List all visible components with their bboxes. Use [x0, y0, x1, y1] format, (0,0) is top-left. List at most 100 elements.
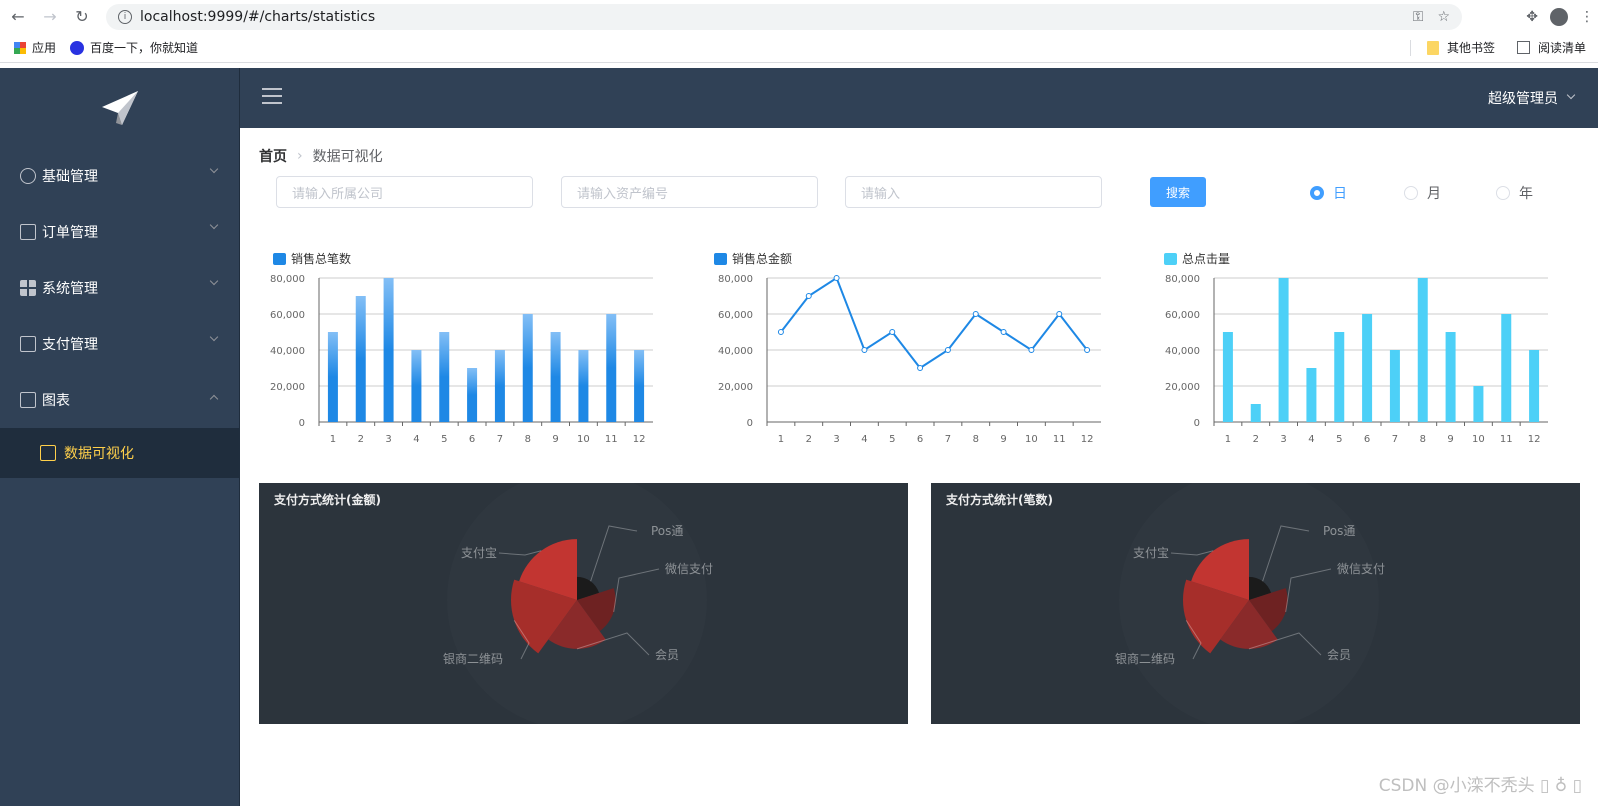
- apps-icon: [14, 41, 26, 54]
- reload-icon[interactable]: ↻: [75, 7, 89, 26]
- radio-dot: [1310, 186, 1324, 200]
- pie-slice: [577, 588, 616, 632]
- radio-label: 日: [1333, 186, 1347, 202]
- reading-list[interactable]: 阅读清单: [1537, 41, 1586, 55]
- pie-panel-count: 支付方式统计(笔数) Pos通 微信支付 会员 银商二维码 支付宝: [931, 470, 1580, 730]
- chart-icon: [40, 445, 56, 461]
- breadcrumb-current: 数据可视化: [312, 149, 383, 165]
- legend-swatch: [714, 252, 727, 265]
- slice-label: 银商二维码: [1115, 651, 1175, 666]
- data-point: [777, 329, 784, 335]
- data-point: [1028, 347, 1035, 353]
- forward-icon[interactable]: →: [43, 7, 57, 26]
- slice-label: Pos通: [1323, 524, 1355, 538]
- menu-icon[interactable]: ⋮: [1580, 9, 1594, 25]
- sidebar-item-system[interactable]: 系统管理: [0, 260, 239, 316]
- label-line: [613, 568, 660, 612]
- chevron-right-icon: ›: [297, 148, 303, 164]
- bar: [1250, 404, 1261, 422]
- x-tick-label: 4: [413, 434, 419, 445]
- radio-year[interactable]: 年: [1496, 183, 1533, 203]
- sidebar-item-orders[interactable]: 订单管理: [0, 204, 239, 260]
- calculator-icon: [20, 392, 36, 408]
- back-icon[interactable]: ←: [11, 7, 25, 26]
- key-icon[interactable]: ⚿: [1412, 9, 1424, 25]
- data-point: [1084, 347, 1091, 353]
- legend-label: 销售总笔数: [291, 252, 352, 266]
- company-input[interactable]: 请输入所属公司: [276, 176, 533, 208]
- label-line: [1185, 620, 1202, 660]
- search-button[interactable]: 搜索: [1150, 177, 1206, 207]
- info-icon[interactable]: i: [118, 10, 132, 24]
- y-tick-label: 0: [747, 418, 753, 429]
- pie-slice: [519, 539, 577, 600]
- x-tick-label: 6: [1364, 434, 1370, 445]
- extensions-icon[interactable]: ✥: [1526, 9, 1538, 25]
- breadcrumb-home[interactable]: 首页: [259, 149, 287, 165]
- bookmark-baidu[interactable]: 百度一下，你就知道: [70, 39, 198, 56]
- asset-number-input[interactable]: 请输入资产编号: [561, 176, 818, 208]
- y-tick-label: 60,000: [270, 310, 305, 321]
- radio-month[interactable]: 月: [1404, 183, 1441, 203]
- x-tick-label: 8: [1420, 434, 1426, 445]
- user-name[interactable]: 超级管理员: [1488, 91, 1558, 107]
- pie-slice: [577, 576, 600, 600]
- chart-legend[interactable]: 销售总金额: [714, 250, 792, 267]
- data-point: [833, 275, 840, 281]
- bar: [1334, 332, 1345, 422]
- label-line: [1248, 632, 1322, 656]
- radio-label: 年: [1519, 186, 1533, 202]
- y-tick-label: 20,000: [270, 382, 305, 393]
- label-line: [1262, 525, 1310, 582]
- other-bookmarks[interactable]: 其他书签: [1446, 41, 1495, 55]
- x-tick-label: 12: [1081, 434, 1094, 445]
- url-text: localhost:9999/#/charts/statistics: [140, 9, 376, 25]
- x-tick-label: 11: [1053, 434, 1066, 445]
- sidebar-item-charts[interactable]: 图表: [0, 372, 239, 428]
- sidebar-item-payment[interactable]: 支付管理: [0, 316, 239, 372]
- slice-label: Pos通: [651, 524, 683, 538]
- radio-day[interactable]: 日: [1310, 183, 1347, 203]
- chart-legend[interactable]: 总点击量: [1164, 250, 1230, 267]
- collapse-menu-icon[interactable]: [262, 88, 282, 108]
- bookmark-label: 百度一下，你就知道: [90, 41, 199, 55]
- x-tick-label: 6: [917, 434, 923, 445]
- sidebar-item-label: 订单管理: [42, 225, 98, 241]
- address-bar[interactable]: i localhost:9999/#/charts/statistics ⚿ ☆: [106, 4, 1462, 30]
- radio-label: 月: [1427, 186, 1441, 202]
- x-tick-label: 8: [525, 434, 531, 445]
- x-tick-label: 12: [1528, 434, 1541, 445]
- data-point: [1000, 329, 1007, 335]
- generic-input[interactable]: 请输入: [845, 176, 1102, 208]
- sidebar-subitem-label: 数据可视化: [64, 446, 134, 462]
- sidebar-item-label: 图表: [42, 393, 70, 409]
- browser-toolbar: ← → ↻ i localhost:9999/#/charts/statisti…: [0, 0, 1598, 33]
- bookmark-apps[interactable]: 应用: [14, 39, 56, 56]
- sidebar-item-label: 基础管理: [42, 169, 98, 185]
- chevron-down-icon: [209, 332, 219, 342]
- label-line: [498, 550, 542, 556]
- y-tick-label: 60,000: [718, 310, 753, 321]
- profile-icon[interactable]: [1550, 8, 1568, 26]
- slice-label: 支付宝: [461, 546, 497, 560]
- legend-label: 总点击量: [1182, 252, 1231, 266]
- gear-icon: [20, 168, 36, 184]
- x-tick-label: 5: [889, 434, 895, 445]
- chart-legend[interactable]: 销售总笔数: [273, 250, 351, 267]
- x-tick-label: 12: [633, 434, 646, 445]
- pie-panel-amount: 支付方式统计(金额) Pos通 微信支付 会员 银商二维码 支付宝: [259, 470, 908, 730]
- chevron-down-icon: [209, 164, 219, 174]
- divider: [1409, 39, 1411, 56]
- calculator-icon: [20, 336, 36, 352]
- data-point: [917, 365, 924, 371]
- radio-dot: [1404, 186, 1418, 200]
- label-line: [513, 620, 530, 660]
- chevron-down-icon[interactable]: [1566, 90, 1576, 100]
- sidebar-item-basic[interactable]: 基础管理: [0, 148, 239, 204]
- star-icon[interactable]: ☆: [1437, 9, 1450, 25]
- sidebar-subitem-visualization[interactable]: 数据可视化: [0, 428, 239, 478]
- bar: [439, 332, 450, 422]
- bar: [522, 314, 533, 422]
- main-content: 首页 › 数据可视化 请输入所属公司 请输入资产编号 请输入 搜索 日 月 年 …: [241, 128, 1598, 806]
- chart-sales-amount: 销售总金额 0 20,000 40,000 60,000 80,000 1 2 3 4 5 6 7 8 9…: [709, 246, 1109, 456]
